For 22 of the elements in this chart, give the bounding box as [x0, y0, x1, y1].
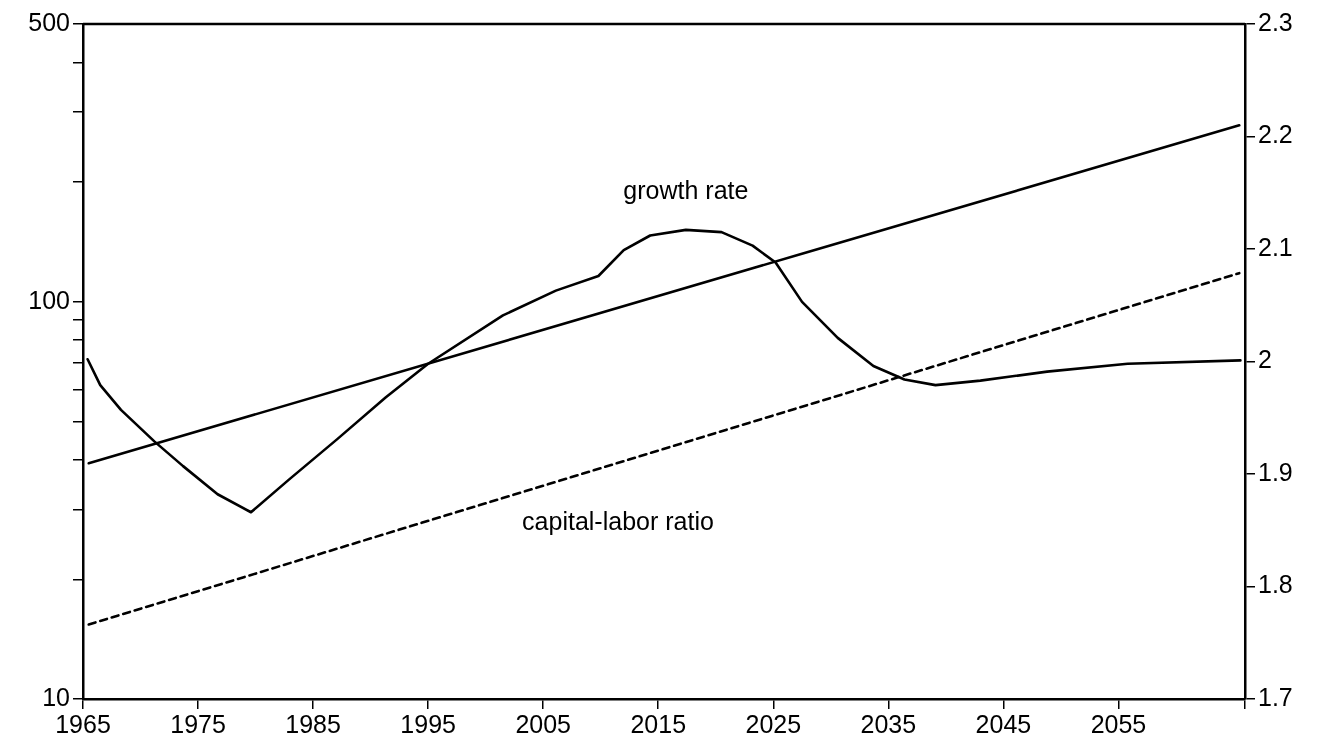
x-tick-label: 2055: [1090, 709, 1147, 738]
x-tick-label: 2005: [515, 709, 572, 738]
x-tick-label: 1975: [170, 709, 226, 738]
y2-tick-label: 1.8: [1258, 570, 1293, 599]
x-tick-label: 2035: [860, 709, 917, 738]
x-tick-label: 1985: [285, 709, 341, 738]
y2-tick-label: 2.2: [1258, 120, 1293, 149]
y2-tick-label: 1.7: [1258, 682, 1293, 711]
y2-tick-label: 2: [1258, 345, 1272, 374]
y2-tick-label: 2.1: [1258, 232, 1293, 261]
y-tick-label: 10: [42, 682, 70, 711]
y2-tick-label: 1.9: [1258, 457, 1293, 486]
y-tick-label: 500: [28, 7, 70, 36]
x-tick-label: 2025: [745, 709, 802, 738]
x-tick-label: 2015: [630, 709, 687, 738]
y-tick-label: 100: [28, 285, 70, 314]
series-label: growth rate: [623, 175, 749, 204]
series-label: capital-labor ratio: [522, 506, 714, 535]
y2-tick-label: 2.3: [1258, 7, 1293, 36]
x-tick-label: 1995: [400, 709, 456, 738]
x-tick-label: 2045: [975, 709, 1032, 738]
x-tick-label: 1965: [55, 709, 111, 738]
